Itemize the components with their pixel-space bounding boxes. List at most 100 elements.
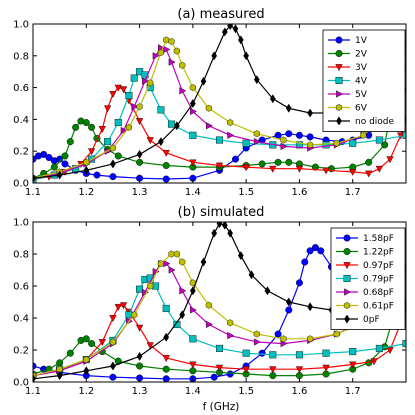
chart-title: (a) measured [177,7,264,22]
data-point [253,330,260,338]
x-tick-label: 1.2 [78,386,94,397]
legend-entry: no diode [355,117,395,127]
data-point [189,84,196,92]
data-point [50,163,58,171]
data-point [110,361,116,371]
data-point [56,371,63,381]
data-point [311,244,319,252]
chart-simulated: (b) simulated 1.1 1.2 1.3 1.4 1.5 1.6 1.7 0.0 0.… [13,205,407,397]
data-point [295,351,303,359]
data-point [109,338,116,346]
x-tick-label: 1.7 [345,386,361,397]
data-point [227,131,235,139]
y-tick-label: 0.8 [13,250,29,261]
axes-frame [32,221,407,383]
data-point [295,372,303,380]
data-point [168,266,176,274]
chart-title: (b) simulated [178,205,265,220]
data-point [211,51,218,61]
legend: 1V 2V 3V 4V 5V 6V no diode [322,29,406,132]
data-point [125,123,132,131]
data-point [152,52,160,60]
data-point [227,228,234,238]
data-point [142,77,149,85]
series-3 [33,68,406,183]
data-point [253,75,260,85]
data-point [301,258,309,266]
data-point [189,367,197,375]
legend-entry: 1.22pF [363,248,394,258]
data-point [136,149,143,159]
x-tick-label: 1.6 [291,386,307,397]
data-point [322,167,330,175]
data-point [179,61,186,69]
legend-marker [335,76,343,84]
data-point [285,297,292,307]
y-tick-label: 0.2 [13,346,29,357]
x-axis-label: f (GHz) [203,401,240,413]
series-line [33,86,406,181]
data-point [285,103,292,113]
data-point [168,58,176,66]
data-point [157,260,164,268]
data-point [285,306,293,314]
data-point [162,355,170,363]
data-point [162,162,170,170]
data-point [242,139,250,147]
legend-marker [336,90,344,98]
data-point [243,51,250,61]
data-point [189,279,196,287]
data-point [136,362,144,370]
data-point [136,103,143,111]
data-point [33,173,36,183]
data-point [130,74,138,82]
legend-marker [343,234,351,242]
series-1 [33,44,406,182]
data-point [189,361,197,369]
data-point [375,165,383,173]
legend-marker [343,262,351,270]
data-point [109,144,116,152]
data-point [280,335,287,343]
data-point [88,123,96,131]
legend-marker [335,103,343,112]
data-point [215,364,224,372]
data-point [206,320,213,329]
data-point [158,137,164,147]
data-point [381,141,389,149]
data-point [215,344,223,352]
series-5 [33,250,406,380]
data-point [168,37,175,46]
data-point [173,47,180,55]
data-point [119,86,128,94]
data-point [56,170,63,180]
data-point [242,366,250,374]
data-point [215,162,224,170]
legend-entry: 4V [355,77,368,87]
data-point [93,171,101,179]
data-point [295,165,304,173]
data-point [322,141,330,149]
data-point [237,35,244,45]
y-tick-label: 0.0 [13,378,29,389]
data-point [231,155,239,163]
series-line [33,222,406,380]
data-point [221,27,228,37]
data-point [269,165,277,173]
data-point [98,339,106,347]
data-point [163,36,170,44]
legend-entry: 2V [355,50,368,60]
data-point [258,349,266,357]
data-point [274,131,282,139]
data-point [274,158,282,166]
data-point [61,160,69,168]
x-tick-label: 1.2 [78,187,94,198]
data-point [135,324,144,332]
data-point [109,91,117,99]
data-point [360,131,367,139]
data-point [157,49,164,57]
x-tick-label: 1.4 [185,187,201,198]
data-point [307,141,314,149]
data-point [280,136,287,144]
data-point [103,105,112,113]
